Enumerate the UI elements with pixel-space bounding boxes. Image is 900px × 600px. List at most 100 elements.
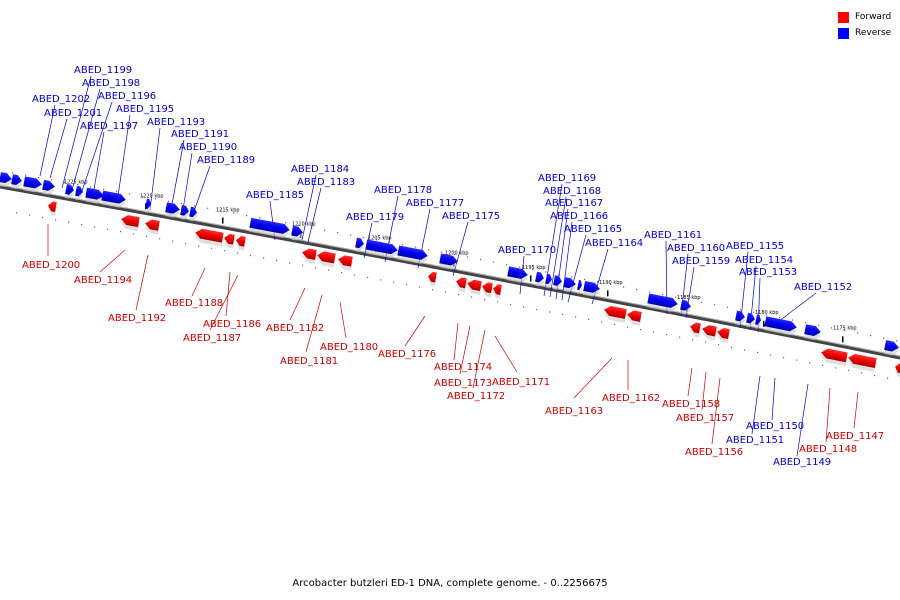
- forward-gene-label[interactable]: ABED_1173: [434, 378, 492, 389]
- forward-gene-arrow[interactable]: [301, 247, 317, 260]
- forward-gene-label[interactable]: ABED_1162: [602, 393, 660, 404]
- forward-gene-label[interactable]: ABED_1163: [545, 406, 603, 417]
- reverse-gene-label[interactable]: ABED_1193: [147, 117, 205, 128]
- forward-gene-label[interactable]: ABED_1171: [492, 377, 550, 388]
- reverse-gene-label[interactable]: ABED_1178: [374, 185, 432, 196]
- reverse-gene-label[interactable]: ABED_1155: [726, 241, 784, 252]
- forward-gene-label[interactable]: ABED_1156: [685, 447, 743, 458]
- reverse-gene-label[interactable]: ABED_1159: [672, 256, 730, 267]
- reverse-gene-arrow[interactable]: [165, 202, 181, 214]
- forward-gene-label[interactable]: ABED_1176: [378, 349, 436, 360]
- reverse-gene-label[interactable]: ABED_1201: [44, 108, 102, 119]
- reverse-gene-arrow[interactable]: [735, 310, 746, 323]
- forward-gene-arrow[interactable]: [144, 218, 160, 231]
- forward-gene-label[interactable]: ABED_1147: [826, 431, 884, 442]
- reverse-gene-label[interactable]: ABED_1190: [179, 142, 237, 153]
- reverse-gene-label[interactable]: ABED_1166: [550, 211, 608, 222]
- forward-gene-label[interactable]: ABED_1157: [676, 413, 734, 424]
- reverse-gene-arrow[interactable]: [249, 217, 290, 235]
- reverse-gene-label[interactable]: ABED_1191: [171, 129, 229, 140]
- reverse-gene-label[interactable]: ABED_1184: [291, 164, 349, 175]
- forward-gene-label[interactable]: ABED_1188: [165, 298, 223, 309]
- reverse-gene-arrow[interactable]: [535, 271, 545, 283]
- reverse-gene-label[interactable]: ABED_1164: [585, 238, 643, 249]
- reverse-gene-arrow[interactable]: [397, 245, 428, 261]
- forward-gene-arrow[interactable]: [716, 327, 730, 340]
- forward-gene-label[interactable]: ABED_1182: [266, 323, 324, 334]
- reverse-gene-arrow[interactable]: [75, 185, 84, 197]
- reverse-gene-label[interactable]: ABED_1152: [794, 282, 852, 293]
- reverse-gene-label[interactable]: ABED_1177: [406, 198, 464, 209]
- reverse-gene-arrow[interactable]: [746, 312, 756, 324]
- reverse-gene-arrow[interactable]: [577, 279, 583, 291]
- reverse-gene-arrow[interactable]: [23, 176, 42, 189]
- reverse-gene-label[interactable]: ABED_1199: [74, 65, 132, 76]
- reverse-gene-label[interactable]: ABED_1160: [667, 243, 725, 254]
- forward-gene-label[interactable]: ABED_1194: [74, 275, 132, 286]
- reverse-gene-arrow[interactable]: [755, 314, 762, 326]
- forward-gene-arrow[interactable]: [47, 201, 57, 213]
- forward-gene-arrow[interactable]: [689, 322, 701, 334]
- forward-gene-arrow[interactable]: [492, 284, 502, 295]
- reverse-gene-label[interactable]: ABED_1154: [735, 255, 793, 266]
- forward-gene-arrow[interactable]: [847, 353, 877, 369]
- reverse-gene-label[interactable]: ABED_1196: [98, 91, 156, 102]
- forward-gene-label[interactable]: ABED_1192: [108, 313, 166, 324]
- reverse-gene-label[interactable]: ABED_1202: [32, 94, 90, 105]
- forward-gene-arrow[interactable]: [120, 214, 140, 228]
- forward-gene-label[interactable]: ABED_1186: [203, 319, 261, 330]
- reverse-gene-arrow[interactable]: [189, 206, 198, 218]
- reverse-gene-arrow[interactable]: [507, 266, 529, 280]
- reverse-gene-arrow[interactable]: [42, 179, 56, 192]
- forward-gene-label[interactable]: ABED_1148: [799, 444, 857, 455]
- reverse-gene-label[interactable]: ABED_1161: [644, 230, 702, 241]
- forward-gene-label[interactable]: ABED_1180: [320, 342, 378, 353]
- forward-gene-label[interactable]: ABED_1200: [22, 260, 80, 271]
- reverse-gene-arrow[interactable]: [291, 225, 304, 238]
- reverse-gene-label[interactable]: ABED_1150: [746, 421, 804, 432]
- reverse-gene-label[interactable]: ABED_1179: [346, 212, 404, 223]
- reverse-gene-label[interactable]: ABED_1198: [82, 78, 140, 89]
- reverse-gene-arrow[interactable]: [439, 253, 459, 266]
- forward-gene-arrow[interactable]: [316, 250, 336, 264]
- reverse-gene-arrow[interactable]: [583, 281, 601, 294]
- forward-gene-arrow[interactable]: [466, 279, 482, 292]
- reverse-gene-label[interactable]: ABED_1170: [498, 245, 556, 256]
- reverse-gene-label[interactable]: ABED_1153: [739, 267, 797, 278]
- reverse-gene-arrow[interactable]: [553, 275, 563, 286]
- reverse-gene-arrow[interactable]: [647, 293, 678, 309]
- reverse-gene-arrow[interactable]: [85, 187, 105, 201]
- reverse-gene-arrow[interactable]: [365, 239, 398, 256]
- forward-gene-arrow[interactable]: [194, 228, 224, 243]
- forward-gene-label[interactable]: ABED_1181: [280, 356, 338, 367]
- reverse-gene-arrow[interactable]: [65, 184, 75, 195]
- reverse-gene-label[interactable]: ABED_1169: [538, 173, 596, 184]
- forward-gene-arrow[interactable]: [337, 254, 353, 267]
- reverse-gene-label[interactable]: ABED_1149: [773, 457, 831, 468]
- reverse-gene-arrow[interactable]: [680, 299, 692, 312]
- reverse-gene-arrow[interactable]: [563, 277, 577, 289]
- reverse-gene-label[interactable]: ABED_1168: [543, 186, 601, 197]
- reverse-gene-label[interactable]: ABED_1183: [297, 177, 355, 188]
- reverse-gene-label[interactable]: ABED_1197: [80, 121, 138, 132]
- reverse-gene-label[interactable]: ABED_1189: [197, 155, 255, 166]
- reverse-gene-arrow[interactable]: [0, 172, 13, 184]
- reverse-gene-label[interactable]: ABED_1175: [442, 211, 500, 222]
- forward-gene-label[interactable]: ABED_1187: [183, 333, 241, 344]
- forward-gene-arrow[interactable]: [894, 362, 900, 374]
- reverse-gene-arrow[interactable]: [355, 237, 365, 249]
- reverse-gene-label[interactable]: ABED_1185: [246, 190, 304, 201]
- reverse-gene-label[interactable]: ABED_1195: [116, 104, 174, 115]
- forward-gene-arrow[interactable]: [223, 233, 235, 245]
- forward-gene-arrow[interactable]: [455, 276, 467, 289]
- forward-gene-arrow[interactable]: [820, 347, 848, 363]
- forward-gene-arrow[interactable]: [603, 305, 627, 319]
- forward-gene-arrow[interactable]: [481, 281, 493, 294]
- forward-gene-arrow[interactable]: [235, 235, 246, 247]
- reverse-gene-label[interactable]: ABED_1167: [545, 198, 603, 209]
- reverse-gene-arrow[interactable]: [545, 273, 553, 285]
- forward-gene-label[interactable]: ABED_1172: [447, 391, 505, 402]
- reverse-gene-label[interactable]: ABED_1151: [726, 435, 784, 446]
- reverse-gene-arrow[interactable]: [180, 205, 190, 216]
- forward-gene-arrow[interactable]: [626, 309, 642, 322]
